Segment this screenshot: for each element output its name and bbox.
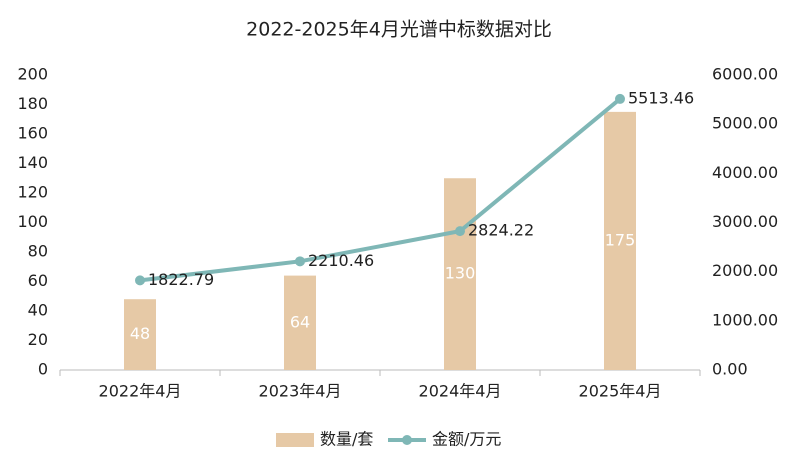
line-value-label: 2210.46: [308, 251, 374, 270]
y-tick-label: 200: [17, 65, 48, 84]
legend-swatch: [402, 435, 412, 445]
y2-tick-label: 3000.00: [712, 212, 778, 231]
line: [139, 97, 622, 283]
line-value-label: 2824.22: [468, 221, 534, 240]
y-tick-label: 100: [17, 212, 48, 231]
y-tick-label: 140: [17, 153, 48, 172]
bar-value-label: 130: [445, 264, 476, 283]
line-point: [455, 226, 465, 237]
legend-label: 数量/套: [320, 430, 373, 449]
y2-tick-label: 2000.00: [712, 261, 778, 280]
line-value-label: 1822.79: [148, 270, 214, 289]
y-tick-label: 120: [17, 183, 48, 202]
bar-value-label: 48: [130, 324, 150, 343]
y2-tick-label: 6000.00: [712, 65, 778, 84]
bar: [124, 299, 156, 370]
x-tick-label: 2024年4月: [419, 382, 502, 401]
bar: [604, 111, 636, 370]
y-tick-label: 60: [28, 271, 48, 290]
y-tick-label: 180: [17, 94, 48, 113]
chart-title: 2022-2025年4月光谱中标数据对比: [246, 19, 552, 41]
x-tick-label: 2023年4月: [259, 382, 342, 401]
y2-tick-label: 0.00: [712, 360, 748, 379]
y-tick-label: 40: [28, 301, 48, 320]
y-tick-label: 0: [38, 360, 48, 379]
x-tick-label: 2025年4月: [579, 382, 662, 401]
legend-swatch: [276, 433, 314, 447]
legend-label: 金额/万元: [432, 430, 501, 449]
line-value-label: 5513.46: [628, 88, 694, 107]
y-tick-label: 160: [17, 124, 48, 143]
line-point: [295, 256, 305, 267]
line-point: [615, 93, 625, 104]
y-tick-label: 80: [28, 242, 48, 261]
bar: [284, 275, 316, 370]
line-point: [135, 275, 145, 286]
y-tick-label: 20: [28, 330, 48, 349]
bar-value-label: 64: [290, 312, 310, 331]
bar: [444, 178, 476, 370]
y2-tick-label: 4000.00: [712, 163, 778, 182]
x-tick-label: 2022年4月: [99, 382, 182, 401]
y2-tick-label: 5000.00: [712, 114, 778, 133]
y2-tick-label: 1000.00: [712, 310, 778, 329]
bar-value-label: 175: [605, 230, 636, 249]
